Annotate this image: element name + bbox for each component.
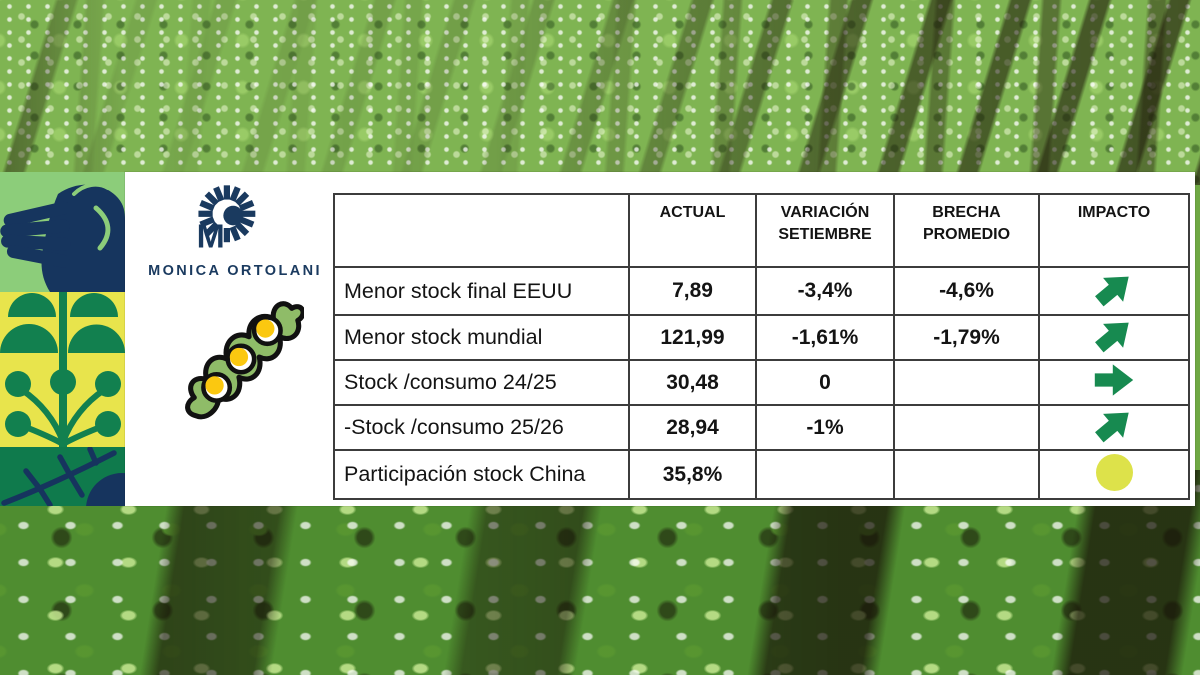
row-label-cell: Stock /consumo 24/25 — [333, 359, 630, 406]
row-label-cell: Participación stock China — [333, 449, 630, 500]
brecha-value-cell: -1,79% — [893, 314, 1040, 361]
svg-text:M: M — [197, 218, 225, 256]
impact-arrow-right-icon — [1093, 362, 1135, 398]
soybean-pod-icon — [185, 301, 304, 420]
impact-arrow-up-right-icon — [1086, 269, 1141, 313]
col-header-impacto: IMPACTO — [1038, 193, 1190, 268]
col-header-variacion: VARIACIÓN SETIEMBRE — [755, 193, 895, 268]
leaf-branch-icon — [1, 447, 125, 506]
actual-value-cell: 121,99 — [628, 314, 757, 361]
variacion-value-cell: -1% — [755, 404, 895, 451]
table-header-row: ACTUAL VARIACIÓN SETIEMBRE BRECHA PROMED… — [333, 193, 1190, 268]
table-row: Menor stock final EEUU 7,89 -3,4% -4,6% — [333, 266, 1190, 316]
plant-icon — [0, 292, 125, 447]
variacion-value-cell: -3,4% — [755, 266, 895, 316]
table-row: Participación stock China 35,8% — [333, 449, 1190, 500]
soil-rows-texture — [0, 0, 1200, 185]
leaf-artwork-block — [0, 447, 125, 506]
col-header-brecha: BRECHA PROMEDIO — [893, 193, 1040, 268]
hand-artwork-block — [0, 172, 125, 292]
content-panel: M MONICA ORTOLANI ACTUAL — [125, 172, 1195, 506]
table-row: -Stock /consumo 25/26 28,94 -1% — [333, 404, 1190, 451]
brecha-value-cell — [893, 449, 1040, 500]
brand-artwork-strip — [0, 172, 125, 506]
impact-arrow-up-right-icon — [1086, 407, 1141, 448]
plant-artwork-block — [0, 292, 125, 447]
variacion-value-cell: -1,61% — [755, 314, 895, 361]
impact-circle-icon — [1095, 453, 1133, 491]
brecha-value-cell — [893, 359, 1040, 406]
table-body: Menor stock final EEUU 7,89 -3,4% -4,6% Meno… — [333, 266, 1190, 500]
hand-icon — [0, 182, 125, 292]
row-label-cell: Menor stock mundial — [333, 314, 630, 361]
table-row: Stock /consumo 24/25 30,48 0 — [333, 359, 1190, 406]
actual-value-cell: 28,94 — [628, 404, 757, 451]
impact-arrow-up-right-icon — [1086, 317, 1141, 358]
impacto-cell — [1038, 266, 1190, 316]
actual-value-cell: 35,8% — [628, 449, 757, 500]
brecha-value-cell — [893, 404, 1040, 451]
brand-name: MONICA ORTOLANI — [148, 263, 322, 279]
variacion-value-cell: 0 — [755, 359, 895, 406]
impacto-cell — [1038, 359, 1190, 406]
variacion-value-cell — [755, 449, 895, 500]
row-label-cell: -Stock /consumo 25/26 — [333, 404, 630, 451]
impacto-cell — [1038, 314, 1190, 361]
impacto-cell — [1038, 449, 1190, 500]
sunburst-monogram-icon: M — [197, 185, 256, 256]
impacto-cell — [1038, 404, 1190, 451]
soy-field-photo-top — [0, 0, 1200, 185]
col-header-actual: ACTUAL — [628, 193, 757, 268]
brecha-value-cell: -4,6% — [893, 266, 1040, 316]
table-row: Menor stock mundial 121,99 -1,61% -1,79% — [333, 314, 1190, 361]
actual-value-cell: 30,48 — [628, 359, 757, 406]
col-header-blank — [333, 193, 630, 268]
stocks-table: ACTUAL VARIACIÓN SETIEMBRE BRECHA PROMED… — [333, 193, 1190, 500]
row-label-cell: Menor stock final EEUU — [333, 266, 630, 316]
actual-value-cell: 7,89 — [628, 266, 757, 316]
